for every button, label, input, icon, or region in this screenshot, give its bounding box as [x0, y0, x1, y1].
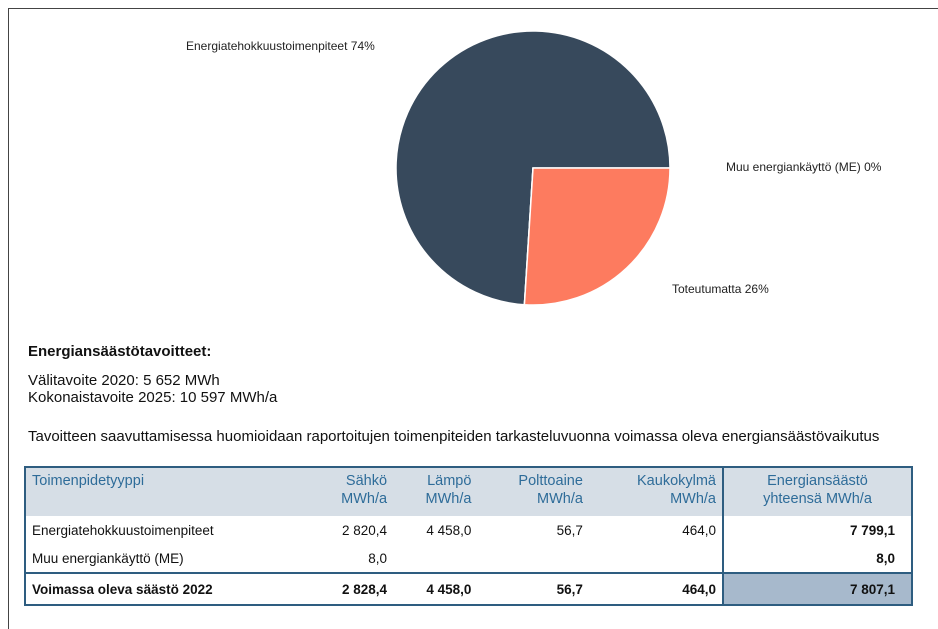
note: Tavoitteen saavuttamisessa huomioidaan r…	[28, 428, 880, 445]
header-cell: Lämpö MWh/a	[393, 467, 478, 516]
total-cell: 464,0	[588, 572, 723, 605]
table-cell: 4 458,0	[426, 522, 472, 538]
table-cell	[589, 544, 723, 573]
table-cell: 7 799,1	[722, 516, 912, 544]
total-cell: Voimassa oleva säästö 2022	[25, 572, 309, 605]
table-row: Energiatehokkuustoimenpiteet 2 820,4 4 458…	[25, 516, 912, 544]
frame	[8, 8, 938, 629]
slice-label: Toteutumatta 26%	[672, 282, 769, 296]
slice-value: 74%	[351, 39, 375, 53]
header-cell: Polttoaine MWh/a	[477, 467, 589, 516]
slice-name: Toteutumatta	[672, 282, 742, 296]
header-row: Toimenpidetyyppi Sähkö MWh/a Lämpö MWh/a Po…	[25, 467, 912, 516]
header-cell: Kaukokylmä MWh/a	[588, 467, 723, 516]
table-cell	[477, 544, 588, 573]
pie-slice	[523, 167, 671, 306]
table-cell: 464,0	[682, 522, 716, 538]
header-cell: Toimenpidetyyppi	[25, 467, 309, 516]
total-row: Voimassa oleva säästö 2022 2 828,4 4 458,0…	[25, 572, 912, 605]
pie-chart: Energiatehokkuustoimenpiteet 74% Muu ener…	[186, 30, 882, 306]
table-cell: 8,0	[368, 550, 388, 566]
total-cell: 56,7	[477, 572, 589, 605]
total-cell: 2 828,4	[308, 572, 394, 605]
target-line: Kokonaistavoite 2025: 10 597 MWh/a	[28, 389, 278, 406]
table-cell: 2 820,4	[341, 522, 388, 538]
slice-name: Muu energiankäyttö (ME)	[726, 160, 861, 174]
table-cell: 8,0	[722, 544, 912, 573]
table-cell: 56,7	[556, 522, 583, 538]
table-row: Muu energiankäyttö (ME) 8,0 8,0	[25, 544, 912, 573]
slice-value: 26%	[745, 282, 769, 296]
total-cell: 4 458,0	[393, 572, 478, 605]
target-line: Välitavoite 2020: 5 652 MWh	[28, 372, 220, 389]
slice-name: Energiatehokkuustoimenpiteet	[186, 39, 348, 53]
targets: Energiansäästötavoitteet: Välitavoite 20…	[28, 343, 879, 445]
savings-table: Toimenpidetyyppi Sähkö MWh/a Lämpö MWh/a Po…	[24, 466, 913, 606]
total-cell: 7 807,1	[722, 572, 912, 605]
header-cell: Energiansäästö yhteensä MWh/a	[722, 467, 912, 516]
slice-label: Energiatehokkuustoimenpiteet 74%	[186, 39, 375, 53]
slice-label: Muu energiankäyttö (ME) 0%	[726, 160, 882, 174]
table-cell: Muu energiankäyttö (ME)	[32, 550, 184, 566]
table-cell	[393, 544, 477, 573]
page: Energiatehokkuustoimenpiteet 74% Muu ener…	[8, 8, 938, 629]
targets-heading: Energiansäästötavoitteet:	[28, 343, 212, 360]
header-cell: Sähkö MWh/a	[308, 467, 394, 516]
table-cell: Energiatehokkuustoimenpiteet	[32, 522, 214, 538]
slice-value: 0%	[864, 160, 882, 174]
